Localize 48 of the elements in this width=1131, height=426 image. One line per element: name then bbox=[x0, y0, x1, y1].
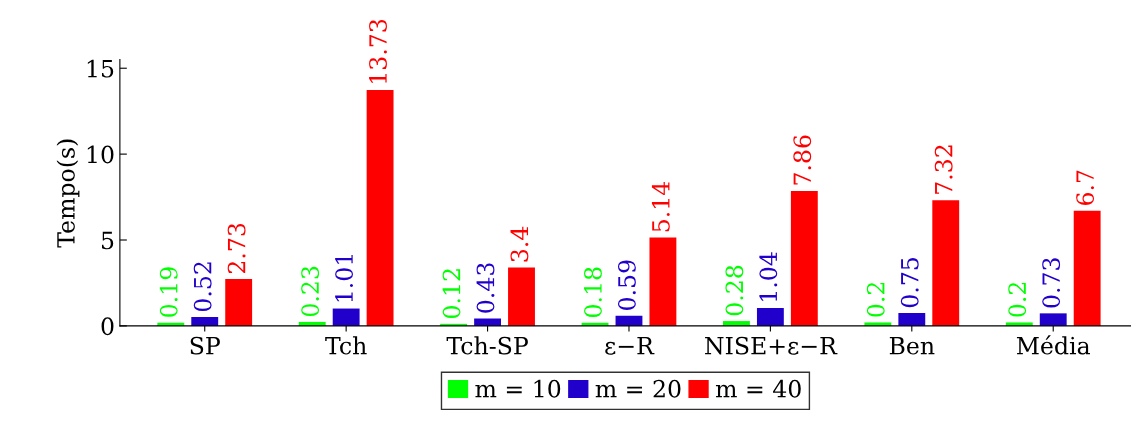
bar bbox=[332, 308, 360, 326]
y-axis-title: Tempo(s) bbox=[56, 139, 80, 248]
legend-label: m = 40 bbox=[715, 379, 801, 398]
data-label: 0.73 bbox=[1042, 258, 1061, 308]
y-tick-label: 15 bbox=[87, 59, 114, 78]
data-label: 0.2 bbox=[1008, 282, 1027, 317]
data-label: 6.7 bbox=[1076, 170, 1095, 205]
data-label: 0.59 bbox=[617, 260, 636, 310]
x-tick-label: Ben bbox=[889, 337, 935, 355]
data-label: 1.04 bbox=[759, 252, 778, 301]
x-tick-label: Tch-SP bbox=[446, 336, 528, 355]
data-label: 0.43 bbox=[476, 263, 495, 313]
data-label: 0.75 bbox=[900, 257, 919, 308]
x-tick-label: NISE+ε−R bbox=[705, 336, 838, 355]
x-tick-label: Média bbox=[1016, 335, 1090, 355]
x-tick-label: ε−R bbox=[605, 337, 655, 355]
data-label: 5.14 bbox=[651, 181, 670, 232]
data-label: 0.52 bbox=[193, 262, 212, 312]
data-label: 7.86 bbox=[793, 135, 812, 185]
data-label: 0.28 bbox=[725, 265, 744, 316]
y-tick-label: 10 bbox=[87, 145, 114, 164]
data-label: 0.18 bbox=[584, 267, 602, 317]
y-tick-label: 5 bbox=[102, 231, 114, 250]
data-label: 3.4 bbox=[510, 226, 529, 262]
data-label: 0.23 bbox=[301, 266, 320, 317]
bar bbox=[191, 316, 219, 326]
data-label: 2.73 bbox=[227, 223, 246, 274]
bar bbox=[508, 267, 535, 326]
bar bbox=[366, 90, 394, 326]
bar bbox=[898, 313, 926, 326]
data-label: 13.73 bbox=[369, 19, 387, 83]
bar bbox=[932, 200, 960, 326]
x-tick-label: SP bbox=[190, 336, 220, 355]
data-label: 0.12 bbox=[442, 269, 461, 318]
bar bbox=[790, 190, 818, 326]
bar bbox=[1039, 313, 1067, 326]
data-label: 7.32 bbox=[934, 145, 953, 194]
x-tick-label: Tch bbox=[325, 336, 367, 355]
data-label: 1.01 bbox=[335, 255, 353, 302]
bar bbox=[1073, 210, 1101, 326]
legend-label: m = 10 bbox=[475, 379, 561, 398]
bar bbox=[756, 308, 784, 326]
legend-label: m = 20 bbox=[595, 379, 681, 398]
y-tick-label: 0 bbox=[101, 317, 114, 336]
bar bbox=[649, 237, 677, 326]
bar bbox=[225, 279, 253, 326]
data-label: 0.2 bbox=[866, 282, 885, 317]
data-label: 0.19 bbox=[159, 267, 178, 317]
